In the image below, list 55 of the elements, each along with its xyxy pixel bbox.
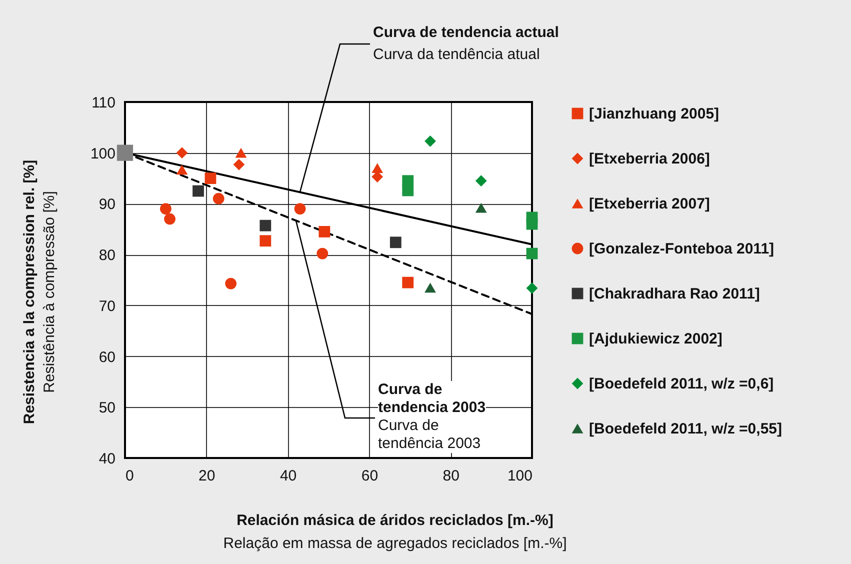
annotation: Curva de tendência 2003 (378, 417, 481, 453)
legend-label: [Gonzalez-Fonteboa 2011] (589, 240, 774, 258)
y-tick-label: 100 (90, 145, 116, 162)
y-tick-label: 80 (98, 247, 116, 264)
point (372, 163, 384, 174)
point (475, 175, 487, 187)
point (212, 192, 224, 204)
y-tick-label: 60 (98, 348, 116, 366)
y-tick-label: 90 (98, 196, 116, 214)
legend-label: [Boedefeld 2011, w/z =0,6] (589, 376, 774, 392)
point (260, 235, 272, 247)
x-axis-title: Relación másica de áridos reciclados [m.-%] Relação em massa de agregados reciclados [m.-%] (222, 512, 568, 553)
point (225, 278, 237, 290)
text: Curva da tendência atual (373, 46, 540, 64)
point (204, 172, 216, 184)
y-tick-label: 40 (98, 450, 116, 468)
x-tick-label: 0 (126, 468, 134, 484)
point (316, 248, 328, 260)
y-tick-label: 110 (92, 94, 116, 112)
x-tick-label: 100 (507, 468, 532, 484)
point (475, 202, 487, 213)
point (526, 282, 538, 294)
point (192, 185, 204, 197)
point (424, 282, 436, 293)
legend-label: [Boedefeld 2011, w/z =0,55] (589, 420, 782, 438)
point (233, 158, 245, 170)
legend-label: [Ajdukiewicz 2002] (589, 330, 722, 348)
legend-label: [Jianzhuang 2005] (589, 106, 720, 122)
point (235, 148, 247, 158)
y-tick-label: 70 (98, 298, 116, 315)
point (176, 164, 188, 175)
point (260, 220, 272, 232)
annotation: Curva de tendencia actual (373, 24, 559, 42)
point (164, 213, 176, 225)
x-tick-label: 80 (442, 468, 460, 484)
point (402, 184, 414, 196)
x-tick-label: 20 (198, 468, 216, 484)
point (424, 135, 436, 147)
legend-label: [Chakradhara Rao 2011] (589, 286, 760, 302)
point (294, 203, 306, 214)
x-tick-label: 40 (280, 468, 297, 484)
annotation: Curva de tendencia 2003 (378, 381, 486, 417)
legend-label: [Etxeberria 2007] (589, 196, 710, 212)
point (390, 236, 402, 248)
point (402, 276, 414, 288)
point (526, 248, 538, 260)
point (116, 144, 134, 161)
y-tick-label: 50 (98, 400, 116, 417)
point (160, 203, 172, 214)
x-tick-label: 60 (361, 468, 378, 484)
point (526, 218, 538, 230)
point (176, 147, 188, 159)
legend-label: [Etxeberria 2006] (589, 150, 710, 168)
point (318, 226, 330, 238)
y-axis-title: Resistencia a la compression rel. [%] Resistência à compressão [%] (20, 158, 59, 426)
